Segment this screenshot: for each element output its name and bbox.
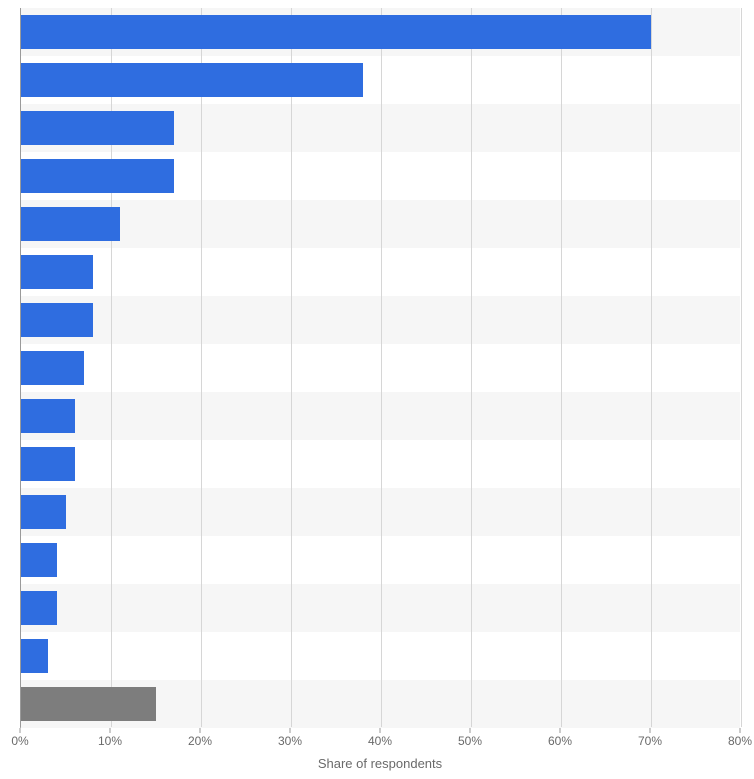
bar	[21, 15, 651, 49]
bar	[21, 687, 156, 721]
x-tick-mark	[110, 728, 111, 733]
bars-layer	[21, 8, 740, 727]
x-tick-label: 40%	[368, 734, 392, 748]
x-tick-label: 60%	[548, 734, 572, 748]
chart-container: 0% 10% 20% 30% 40% 50% 60% 70% 80% Share of resp…	[0, 0, 754, 779]
bar	[21, 639, 48, 673]
x-tick-mark	[470, 728, 471, 733]
x-tick-mark	[200, 728, 201, 733]
x-tick-label: 20%	[188, 734, 212, 748]
bar	[21, 447, 75, 481]
x-tick-mark	[650, 728, 651, 733]
grid-line	[741, 8, 742, 727]
x-tick-mark	[380, 728, 381, 733]
bar	[21, 111, 174, 145]
plot-area	[20, 8, 740, 728]
x-axis-label: Share of respondents	[20, 756, 740, 771]
bar	[21, 495, 66, 529]
x-tick-mark	[290, 728, 291, 733]
x-tick-label: 0%	[11, 734, 28, 748]
bar	[21, 351, 84, 385]
x-tick-mark	[560, 728, 561, 733]
bar	[21, 543, 57, 577]
bar	[21, 399, 75, 433]
bar	[21, 207, 120, 241]
x-tick-mark	[20, 728, 21, 733]
bar	[21, 63, 363, 97]
bar	[21, 255, 93, 289]
bar	[21, 591, 57, 625]
x-axis-ticks: 0%10%20%30%40%50%60%70%80%	[20, 728, 740, 752]
x-tick-label: 70%	[638, 734, 662, 748]
x-tick-label: 50%	[458, 734, 482, 748]
x-tick-label: 80%	[728, 734, 752, 748]
bar	[21, 303, 93, 337]
bar	[21, 159, 174, 193]
x-tick-mark	[740, 728, 741, 733]
x-tick-label: 10%	[98, 734, 122, 748]
x-tick-label: 30%	[278, 734, 302, 748]
